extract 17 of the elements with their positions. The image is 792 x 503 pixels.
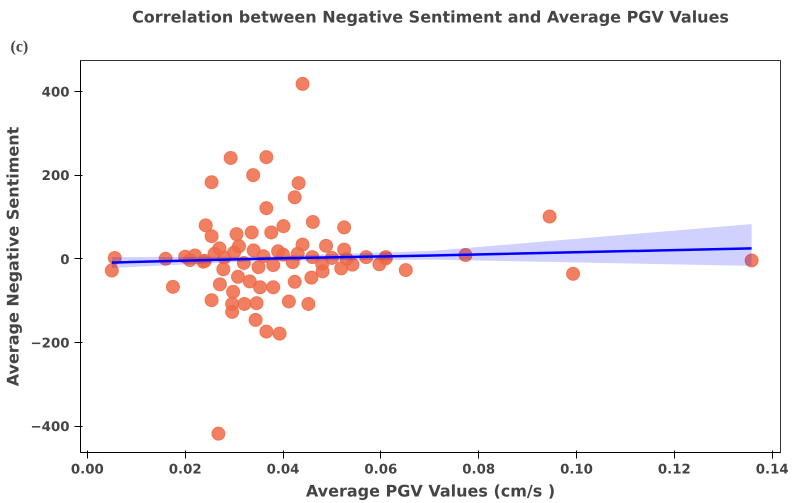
x-tick-label: 0.04 bbox=[266, 462, 300, 478]
y-tick-label: 0 bbox=[60, 252, 70, 268]
text: (c) bbox=[10, 38, 28, 56]
x-tick-label: 0.08 bbox=[462, 462, 496, 478]
y-tick-label: −400 bbox=[30, 420, 70, 436]
x-tick-label: 0.00 bbox=[70, 462, 104, 478]
y-tick-label: 200 bbox=[42, 169, 70, 184]
x-tick-label: 0.06 bbox=[364, 462, 398, 478]
x-tick-label: 0.12 bbox=[658, 462, 691, 478]
x-axis-title: Average PGV Values (cm/s ) bbox=[306, 482, 556, 500]
x-tick-label: 0.14 bbox=[756, 462, 789, 478]
y-tick-label: 400 bbox=[42, 85, 70, 100]
x-tick-label: 0.10 bbox=[560, 462, 593, 478]
chart-title: Correlation between Negative Sentiment and Average PGV Values bbox=[132, 8, 729, 26]
x-tick-label: 0.02 bbox=[168, 462, 202, 478]
y-axis-title: Average Negative Sentiment bbox=[4, 126, 23, 386]
y-tick-label: −200 bbox=[30, 336, 70, 352]
